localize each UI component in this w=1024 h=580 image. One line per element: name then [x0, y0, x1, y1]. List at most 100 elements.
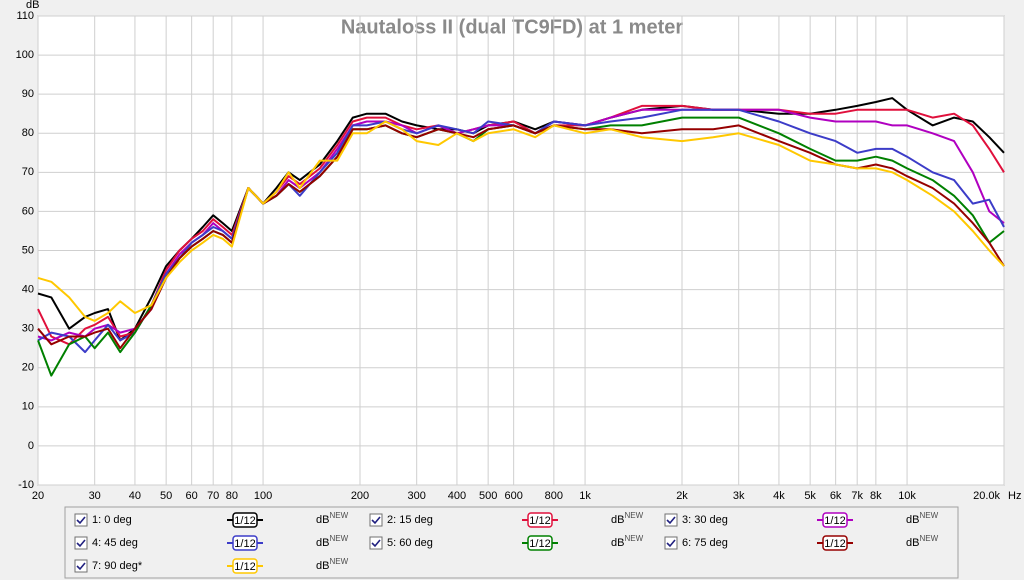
checkmark [371, 539, 381, 548]
x-axis-label: Hz [1008, 490, 1021, 502]
x-tick-label: 2k [676, 490, 688, 502]
x-tick-label: 600 [504, 490, 522, 502]
unit: dB [906, 514, 919, 526]
x-tick-label: 200 [351, 490, 369, 502]
legend-unit: dBNEW [906, 534, 939, 549]
y-tick-label: 0 [28, 440, 34, 452]
badge: NEW [919, 534, 938, 543]
smoothing-label: 1/12 [234, 515, 255, 527]
x-tick-label: 6k [830, 490, 842, 502]
x-tick-label: 40 [129, 490, 141, 502]
checkmark [666, 516, 676, 525]
x-tick-label: 400 [448, 490, 466, 502]
legend-unit: dBNEW [316, 557, 349, 572]
legend-label: 6: 75 deg [682, 537, 728, 549]
x-tick-label: 100 [254, 490, 272, 502]
checkmark [76, 516, 86, 525]
series-line [37, 120, 1005, 322]
smoothing-label: 1/12 [824, 538, 845, 550]
legend-unit: dBNEW [316, 511, 349, 526]
y-tick-label: 50 [22, 244, 34, 256]
y-tick-label: 60 [22, 205, 34, 217]
unit: dB [906, 537, 919, 549]
y-tick-label: 20 [22, 362, 34, 374]
y-axis-label: dB [26, 0, 39, 11]
x-tick-label: 4k [773, 490, 785, 502]
y-tick-label: 80 [22, 127, 34, 139]
smoothing-label: 1/12 [234, 561, 255, 573]
legend-checkbox[interactable] [369, 536, 383, 550]
legend-checkbox[interactable] [74, 513, 88, 527]
y-tick-label: 30 [22, 323, 34, 335]
x-tick-label: 10k [898, 490, 916, 502]
smoothing-box [527, 535, 553, 551]
legend-box [64, 506, 959, 579]
legend-unit: dBNEW [316, 534, 349, 549]
unit: dB [611, 514, 624, 526]
x-tick-label: 80 [226, 490, 238, 502]
x-tick-label: 20.0k [973, 490, 1000, 502]
y-tick-label: 90 [22, 88, 34, 100]
legend-label: 7: 90 deg* [92, 560, 143, 572]
y-tick-label: 40 [22, 283, 34, 295]
smoothing-box [232, 558, 258, 574]
legend-unit: dBNEW [611, 511, 644, 526]
legend-label: 1: 0 deg [92, 514, 132, 526]
legend-checkbox[interactable] [74, 559, 88, 573]
checkmark [371, 516, 381, 525]
legend-checkbox[interactable] [74, 536, 88, 550]
legend-label: 2: 15 deg [387, 514, 433, 526]
x-tick-label: 7k [851, 490, 863, 502]
legend-label: 4: 45 deg [92, 537, 138, 549]
checkmark [76, 562, 86, 571]
legend-label: 3: 30 deg [682, 514, 728, 526]
x-tick-label: 500 [479, 490, 497, 502]
legend-unit: dBNEW [611, 534, 644, 549]
badge: NEW [329, 557, 348, 566]
smoothing-label: 1/12 [824, 515, 845, 527]
x-tick-label: 300 [408, 490, 426, 502]
chart-title: Nautaloss II (dual TC9FD) at 1 meter [341, 16, 684, 38]
badge: NEW [624, 511, 643, 520]
smoothing-box [822, 512, 848, 528]
y-tick-label: -10 [18, 479, 34, 491]
badge: NEW [329, 511, 348, 520]
smoothing-label: 1/12 [529, 538, 550, 550]
x-tick-label: 60 [186, 490, 198, 502]
legend-unit: dBNEW [906, 511, 939, 526]
smoothing-box [232, 512, 258, 528]
smoothing-box [822, 535, 848, 551]
x-tick-label: 3k [733, 490, 745, 502]
x-tick-label: 70 [207, 490, 219, 502]
unit: dB [611, 537, 624, 549]
unit: dB [316, 537, 329, 549]
smoothing-label: 1/12 [529, 515, 550, 527]
badge: NEW [919, 511, 938, 520]
y-tick-label: 70 [22, 166, 34, 178]
smoothing-label: 1/12 [234, 538, 255, 550]
unit: dB [316, 514, 329, 526]
y-tick-label: 10 [22, 401, 34, 413]
y-tick-label: 100 [16, 49, 34, 61]
legend-checkbox[interactable] [369, 513, 383, 527]
x-tick-label: 800 [545, 490, 563, 502]
y-tick-label: 110 [16, 10, 34, 22]
unit: dB [316, 560, 329, 572]
smoothing-box [232, 535, 258, 551]
legend-label: 5: 60 deg [387, 537, 433, 549]
x-tick-label: 5k [804, 490, 816, 502]
smoothing-box [527, 512, 553, 528]
x-tick-label: 1k [579, 490, 591, 502]
checkmark [76, 539, 86, 548]
x-tick-label: 8k [870, 490, 882, 502]
checkmark [666, 539, 676, 548]
x-tick-label: 50 [160, 490, 172, 502]
badge: NEW [329, 534, 348, 543]
legend-checkbox[interactable] [664, 536, 678, 550]
x-tick-label: 20 [32, 490, 44, 502]
x-tick-label: 30 [89, 490, 101, 502]
badge: NEW [624, 534, 643, 543]
series-line [37, 97, 1005, 342]
legend-checkbox[interactable] [664, 513, 678, 527]
